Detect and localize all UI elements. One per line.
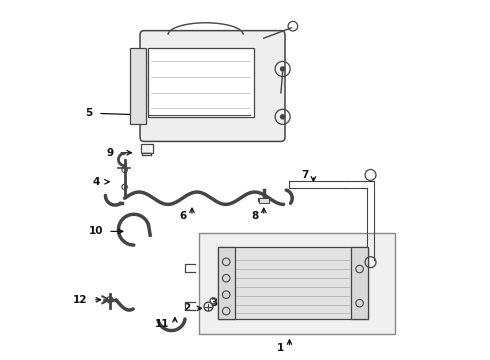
Bar: [130, 48, 146, 123]
Text: 8: 8: [251, 211, 259, 221]
Bar: [147, 49, 253, 117]
Bar: [199, 233, 395, 334]
Bar: [144, 145, 149, 152]
Circle shape: [281, 115, 285, 119]
Circle shape: [281, 67, 285, 71]
Bar: [218, 247, 235, 319]
Text: 6: 6: [180, 211, 187, 221]
Text: 10: 10: [89, 226, 103, 237]
Bar: [351, 247, 368, 319]
Text: 5: 5: [86, 108, 93, 118]
Text: 11: 11: [155, 319, 170, 329]
Text: 4: 4: [92, 177, 99, 187]
FancyBboxPatch shape: [140, 31, 285, 141]
Bar: [218, 247, 368, 319]
Text: 3: 3: [210, 298, 218, 308]
Text: 7: 7: [301, 170, 308, 180]
Text: 9: 9: [106, 148, 113, 158]
Text: 2: 2: [183, 303, 190, 313]
Text: 12: 12: [73, 295, 88, 305]
Bar: [141, 144, 153, 153]
Text: 1: 1: [277, 343, 284, 353]
Bar: [259, 198, 269, 203]
